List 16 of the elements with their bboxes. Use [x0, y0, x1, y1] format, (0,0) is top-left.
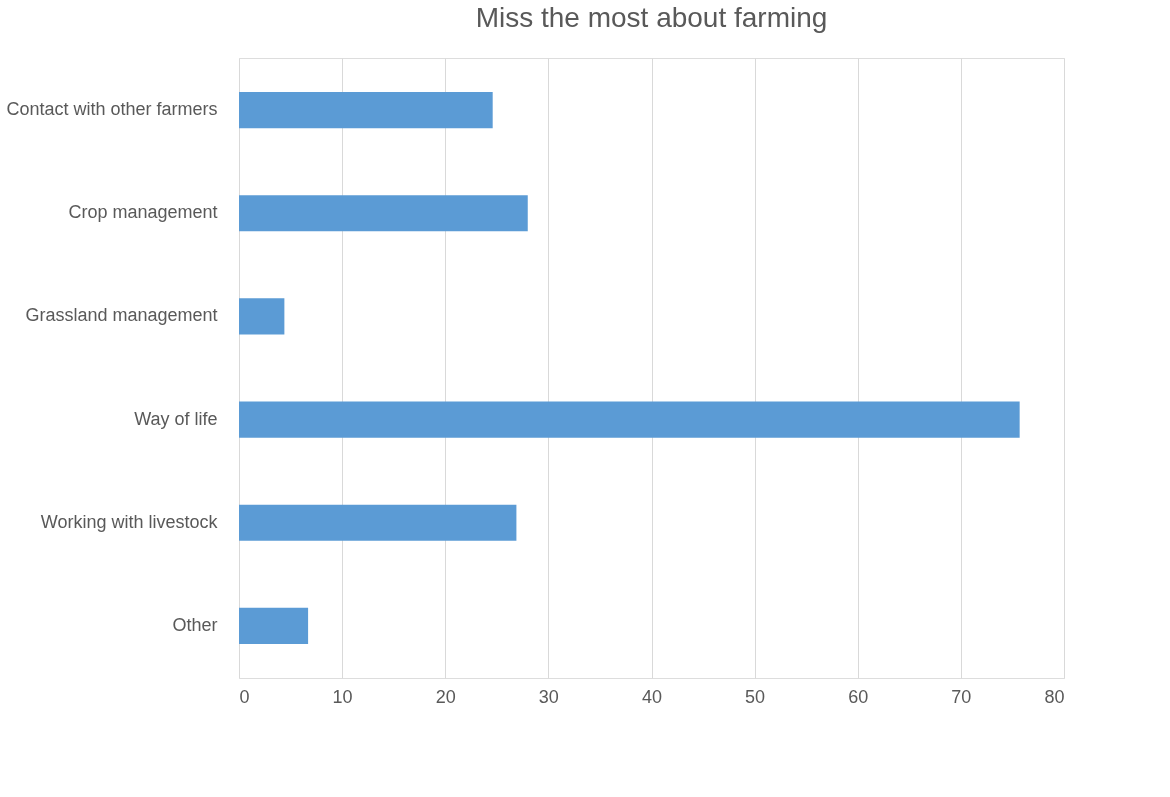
y-tick-label: Way of life — [134, 408, 218, 429]
x-tick-label: 30 — [538, 686, 559, 707]
x-tick-label: 70 — [951, 686, 972, 707]
x-tick-label: 50 — [745, 686, 766, 707]
x-tick-label: 80 — [1044, 686, 1065, 707]
chart-title: Miss the most about farming — [475, 2, 828, 33]
x-tick-label: 20 — [435, 686, 456, 707]
y-tick-label: Grassland management — [25, 305, 218, 326]
y-tick-label: Crop management — [68, 202, 218, 223]
y-tick-label: Contact with other farmers — [6, 99, 218, 120]
y-tick-label: Working with livestock — [40, 511, 219, 532]
x-tick-label: 40 — [641, 686, 663, 707]
x-tick-label: 10 — [332, 686, 353, 707]
x-tick-label: 0 — [239, 686, 250, 707]
y-tick-label: Other — [172, 614, 218, 635]
x-tick-label: 60 — [848, 686, 869, 707]
